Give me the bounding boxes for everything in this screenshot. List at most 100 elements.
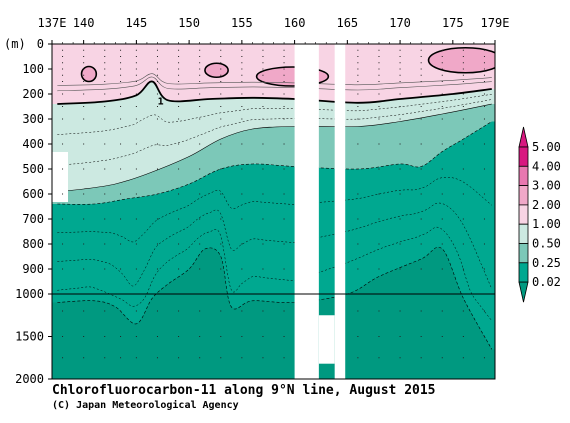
sample-dot [399, 62, 401, 64]
sample-dot [441, 93, 443, 95]
sample-dot [83, 49, 85, 51]
sample-dot [462, 268, 464, 270]
sample-dot [378, 68, 380, 70]
sample-dot [199, 310, 201, 312]
sample-dot [220, 74, 222, 76]
y-tick-label: 200 [22, 87, 44, 101]
sample-dot [399, 56, 401, 57]
sample-dot [83, 106, 85, 107]
sample-dot [283, 268, 285, 270]
x-tick-label: 145 [126, 16, 148, 30]
sample-dot [120, 93, 122, 95]
sample-dot [220, 193, 222, 195]
sample-dot [441, 168, 443, 170]
colorbar-label: 1.00 [532, 217, 561, 231]
sample-dot [220, 218, 222, 220]
data-gap-2 [318, 315, 335, 364]
colorbar-label: 0.02 [532, 275, 561, 289]
sample-dot [378, 243, 380, 245]
sample-dot [420, 336, 422, 337]
sample-dot [483, 49, 485, 51]
sample-dot [462, 118, 464, 120]
sample-dot [83, 118, 85, 120]
sample-dot [241, 336, 243, 337]
sample-dot [156, 56, 158, 57]
sample-dot [357, 68, 359, 70]
sample-dot [220, 168, 222, 170]
sample-dot [62, 118, 64, 120]
sample-dot [420, 106, 422, 107]
sample-dot [399, 243, 401, 245]
sample-dot [120, 357, 122, 359]
sample-dot [378, 143, 380, 145]
sample-dot [420, 193, 422, 195]
sample-dot [283, 168, 285, 170]
sample-dot [178, 268, 180, 270]
sample-dot [120, 310, 122, 312]
sample-dot [262, 93, 264, 95]
sample-dot [83, 268, 85, 270]
sample-dot [156, 106, 158, 107]
y-tick-label: 900 [22, 262, 44, 276]
sample-dot [399, 68, 401, 70]
chart-title: Chlorofluorocarbon-11 along 9°N line, Au… [52, 383, 436, 398]
sample-dot [441, 336, 443, 337]
sample-dot [199, 118, 201, 120]
sample-dot [135, 81, 137, 82]
sample-dot [241, 81, 243, 82]
sample-dot [199, 357, 201, 359]
sample-dot [199, 56, 201, 57]
sample-dot [420, 62, 422, 64]
sample-dot [178, 74, 180, 76]
sample-dot [178, 193, 180, 195]
sample-dot [441, 62, 443, 64]
sample-dot [357, 118, 359, 120]
sample-dot [120, 74, 122, 76]
sample-dot [483, 68, 485, 70]
sample-dot [178, 93, 180, 95]
sample-dot [120, 68, 122, 70]
surface-contour-1 [57, 76, 492, 92]
sample-dot [378, 62, 380, 64]
sample-dot [420, 93, 422, 95]
sample-dot [357, 357, 359, 359]
sample-dot [262, 218, 264, 220]
sample-dot [220, 106, 222, 107]
sample-dot [357, 193, 359, 195]
sample-dot [104, 118, 106, 120]
sample-dot [241, 49, 243, 51]
sample-dot [262, 118, 264, 120]
sample-dot [135, 106, 137, 107]
sample-dot [220, 268, 222, 270]
sample-dot [178, 62, 180, 64]
sample-dot [462, 357, 464, 359]
sample-dot [120, 218, 122, 220]
sample-dot [262, 62, 264, 64]
sample-dot [283, 74, 285, 76]
sample-dot [378, 168, 380, 170]
sample-dot [399, 49, 401, 51]
sample-dot [357, 56, 359, 57]
sample-dot [62, 336, 64, 337]
sample-dot [220, 93, 222, 95]
colorbar-segment [518, 204, 529, 225]
dashed-contour-lower-2 [57, 226, 492, 321]
dashed-contours [57, 73, 493, 321]
sample-dot [399, 336, 401, 337]
sample-dot [283, 56, 285, 57]
y-tick-label: 1000 [15, 287, 44, 301]
sample-dot [83, 143, 85, 145]
sample-dot [135, 268, 137, 270]
sample-dot [441, 143, 443, 145]
high-patch-1 [204, 62, 229, 79]
sample-dot [104, 68, 106, 70]
sample-dot [135, 193, 137, 195]
sample-dot [62, 310, 64, 312]
sample-dot [241, 218, 243, 220]
sample-dot [378, 118, 380, 120]
x-tick-label: 137E [38, 16, 67, 30]
sample-dot [220, 62, 222, 64]
high-patch-3 [427, 46, 495, 74]
sample-dot [441, 56, 443, 57]
sample-dot [199, 193, 201, 195]
